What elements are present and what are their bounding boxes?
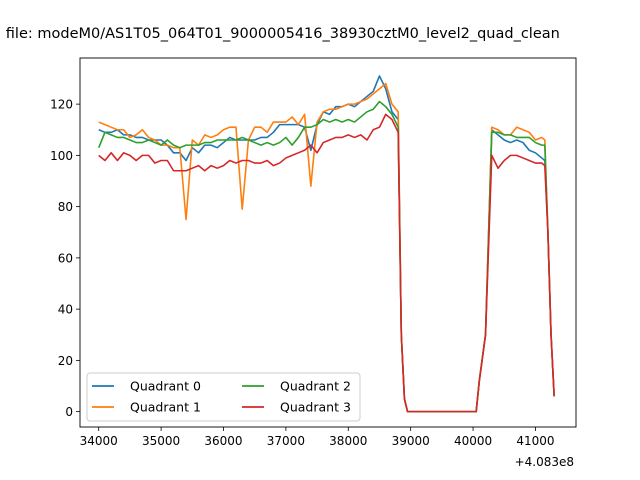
chart-title: n file: modeM0/AS1T05_064T01_9000005416_…: [0, 26, 560, 42]
y-tick-label: 80: [58, 200, 73, 214]
y-tick-label: 0: [65, 405, 73, 419]
y-tick-label: 100: [50, 149, 73, 163]
legend-box: [86, 372, 361, 422]
x-tick-label: 35000: [142, 434, 180, 448]
x-tick-label: 41000: [516, 434, 554, 448]
series-line-quadrant-2: [97, 100, 555, 413]
y-tick-label: 60: [58, 251, 73, 265]
y-tick-label: 40: [58, 303, 73, 317]
x-tick-label: 37000: [267, 434, 305, 448]
x-axis: 34000 35000 36000 37000 38000 39000 40000 41000: [80, 427, 555, 448]
y-tick-label: 20: [58, 354, 73, 368]
series-line-quadrant-1: [98, 82, 555, 413]
legend-label: Quadrant 2: [280, 379, 351, 394]
x-tick-label: 34000: [80, 434, 118, 448]
y-axis: 0 20 40 60 80 100 120: [50, 98, 80, 419]
x-tick-label: 36000: [204, 434, 242, 448]
legend-label: Quadrant 1: [130, 400, 201, 415]
x-tick-label: 40000: [454, 434, 492, 448]
plot-area: 34000 35000 36000 37000 38000 39000 40000 41000…: [50, 57, 577, 469]
x-tick-label: 38000: [329, 434, 367, 448]
axes-frame: [79, 57, 577, 428]
legend-label: Quadrant 3: [280, 400, 351, 415]
x-offset-label: +4.083e8: [515, 455, 574, 469]
x-tick-label: 39000: [392, 434, 430, 448]
series-layer: [97, 75, 555, 413]
legend: Quadrant 0 Quadrant 1 Quadrant 2 Quadrant 3: [86, 372, 361, 422]
legend-label: Quadrant 0: [130, 379, 201, 394]
series-line-quadrant-3: [98, 113, 555, 413]
y-tick-label: 120: [50, 98, 73, 112]
